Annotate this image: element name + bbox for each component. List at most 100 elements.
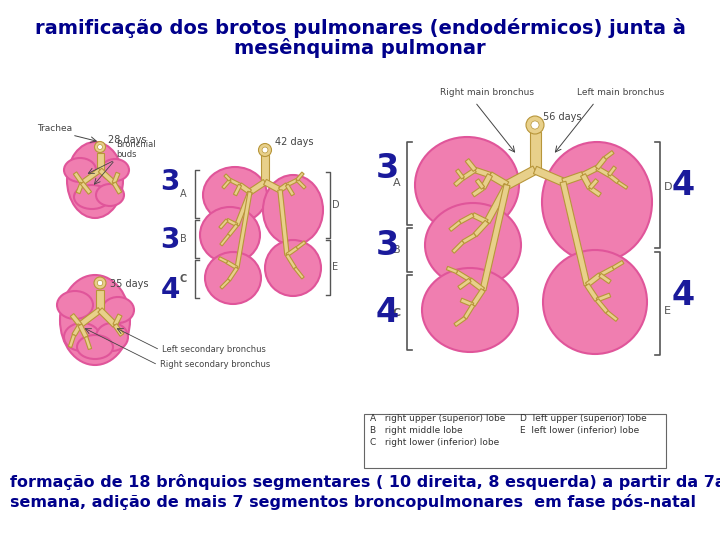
Polygon shape [463, 304, 474, 319]
Polygon shape [472, 186, 485, 197]
Polygon shape [534, 166, 564, 186]
Polygon shape [113, 314, 122, 326]
Polygon shape [261, 155, 269, 182]
Ellipse shape [422, 268, 518, 352]
Ellipse shape [415, 137, 519, 233]
Polygon shape [589, 186, 601, 197]
Text: C: C [180, 274, 187, 284]
Polygon shape [229, 178, 240, 186]
Text: 56 days: 56 days [543, 112, 582, 122]
FancyBboxPatch shape [364, 414, 666, 468]
Polygon shape [480, 184, 510, 291]
Circle shape [94, 277, 106, 289]
Ellipse shape [96, 184, 124, 206]
Polygon shape [278, 190, 289, 255]
Text: 4: 4 [161, 276, 180, 304]
Text: Left main bronchus: Left main bronchus [577, 88, 665, 97]
Polygon shape [81, 168, 102, 185]
Polygon shape [596, 166, 610, 177]
Polygon shape [228, 224, 238, 236]
Ellipse shape [64, 158, 96, 182]
Polygon shape [112, 172, 120, 184]
Polygon shape [233, 184, 242, 196]
Polygon shape [459, 213, 474, 224]
Text: A: A [393, 179, 401, 188]
Polygon shape [296, 241, 306, 249]
Text: 4: 4 [672, 169, 695, 202]
Ellipse shape [96, 323, 128, 351]
Text: B: B [393, 245, 401, 255]
Ellipse shape [203, 167, 267, 223]
Text: 4: 4 [672, 279, 695, 312]
Polygon shape [68, 334, 76, 348]
Polygon shape [608, 166, 616, 176]
Polygon shape [286, 247, 298, 256]
Polygon shape [454, 177, 464, 186]
Polygon shape [599, 273, 611, 284]
Polygon shape [296, 172, 304, 181]
Text: D: D [664, 182, 672, 192]
Circle shape [262, 147, 268, 153]
Polygon shape [617, 181, 628, 189]
Polygon shape [226, 219, 238, 227]
Text: ramificação dos brotos pulmonares (endodérmicos) junta à: ramificação dos brotos pulmonares (endod… [35, 18, 685, 38]
Circle shape [531, 121, 539, 129]
Polygon shape [78, 308, 102, 327]
Polygon shape [98, 308, 117, 327]
Polygon shape [596, 293, 611, 302]
Polygon shape [458, 279, 471, 289]
Polygon shape [465, 159, 477, 171]
Polygon shape [456, 169, 464, 179]
Polygon shape [264, 179, 282, 193]
Polygon shape [99, 168, 116, 185]
Polygon shape [84, 336, 91, 349]
Text: A: A [181, 189, 187, 199]
Text: E  left lower (inferior) lobe: E left lower (inferior) lobe [520, 426, 639, 435]
Text: formação de 18 brônquios segmentares ( 10 direita, 8 esquerda) a partir da 7a: formação de 18 brônquios segmentares ( 1… [10, 474, 720, 490]
Ellipse shape [425, 203, 521, 287]
Polygon shape [113, 323, 124, 336]
Circle shape [258, 144, 271, 157]
Polygon shape [446, 266, 458, 274]
Text: B: B [180, 234, 187, 244]
Ellipse shape [64, 323, 100, 351]
Polygon shape [460, 298, 474, 307]
Polygon shape [449, 221, 461, 231]
Circle shape [97, 145, 102, 150]
Text: Trachea: Trachea [37, 124, 72, 133]
Circle shape [97, 280, 103, 286]
Polygon shape [462, 233, 476, 244]
Polygon shape [582, 166, 598, 178]
Text: C   right lower (inferior) lobe: C right lower (inferior) lobe [370, 438, 499, 447]
Text: Right secondary bronchus: Right secondary bronchus [160, 360, 270, 369]
Ellipse shape [101, 159, 129, 181]
Polygon shape [220, 279, 230, 289]
Polygon shape [529, 132, 541, 170]
Text: 3: 3 [375, 152, 399, 185]
Text: D: D [332, 200, 340, 210]
Circle shape [94, 141, 106, 152]
Text: 28 days: 28 days [108, 135, 146, 145]
Polygon shape [580, 174, 593, 190]
Polygon shape [222, 179, 231, 189]
Polygon shape [218, 256, 228, 264]
Polygon shape [220, 234, 230, 246]
Text: 3: 3 [161, 226, 180, 254]
Text: C: C [393, 307, 401, 318]
Polygon shape [471, 288, 485, 306]
Polygon shape [560, 181, 590, 286]
Text: mesênquima pulmonar: mesênquima pulmonar [234, 38, 486, 58]
Polygon shape [472, 213, 488, 224]
Polygon shape [96, 153, 104, 170]
Text: 35 days: 35 days [110, 279, 148, 289]
Polygon shape [505, 166, 537, 189]
Text: D  left upper (superior) lobe: D left upper (superior) lobe [520, 414, 647, 423]
Polygon shape [228, 267, 238, 281]
Polygon shape [595, 299, 608, 313]
Polygon shape [296, 179, 306, 189]
Polygon shape [279, 183, 289, 192]
Polygon shape [604, 151, 614, 159]
Ellipse shape [265, 240, 321, 296]
Polygon shape [235, 192, 252, 268]
Text: semana, adição de mais 7 segmentos broncopulmonares  em fase pós-natal: semana, adição de mais 7 segmentos bronc… [10, 494, 696, 510]
